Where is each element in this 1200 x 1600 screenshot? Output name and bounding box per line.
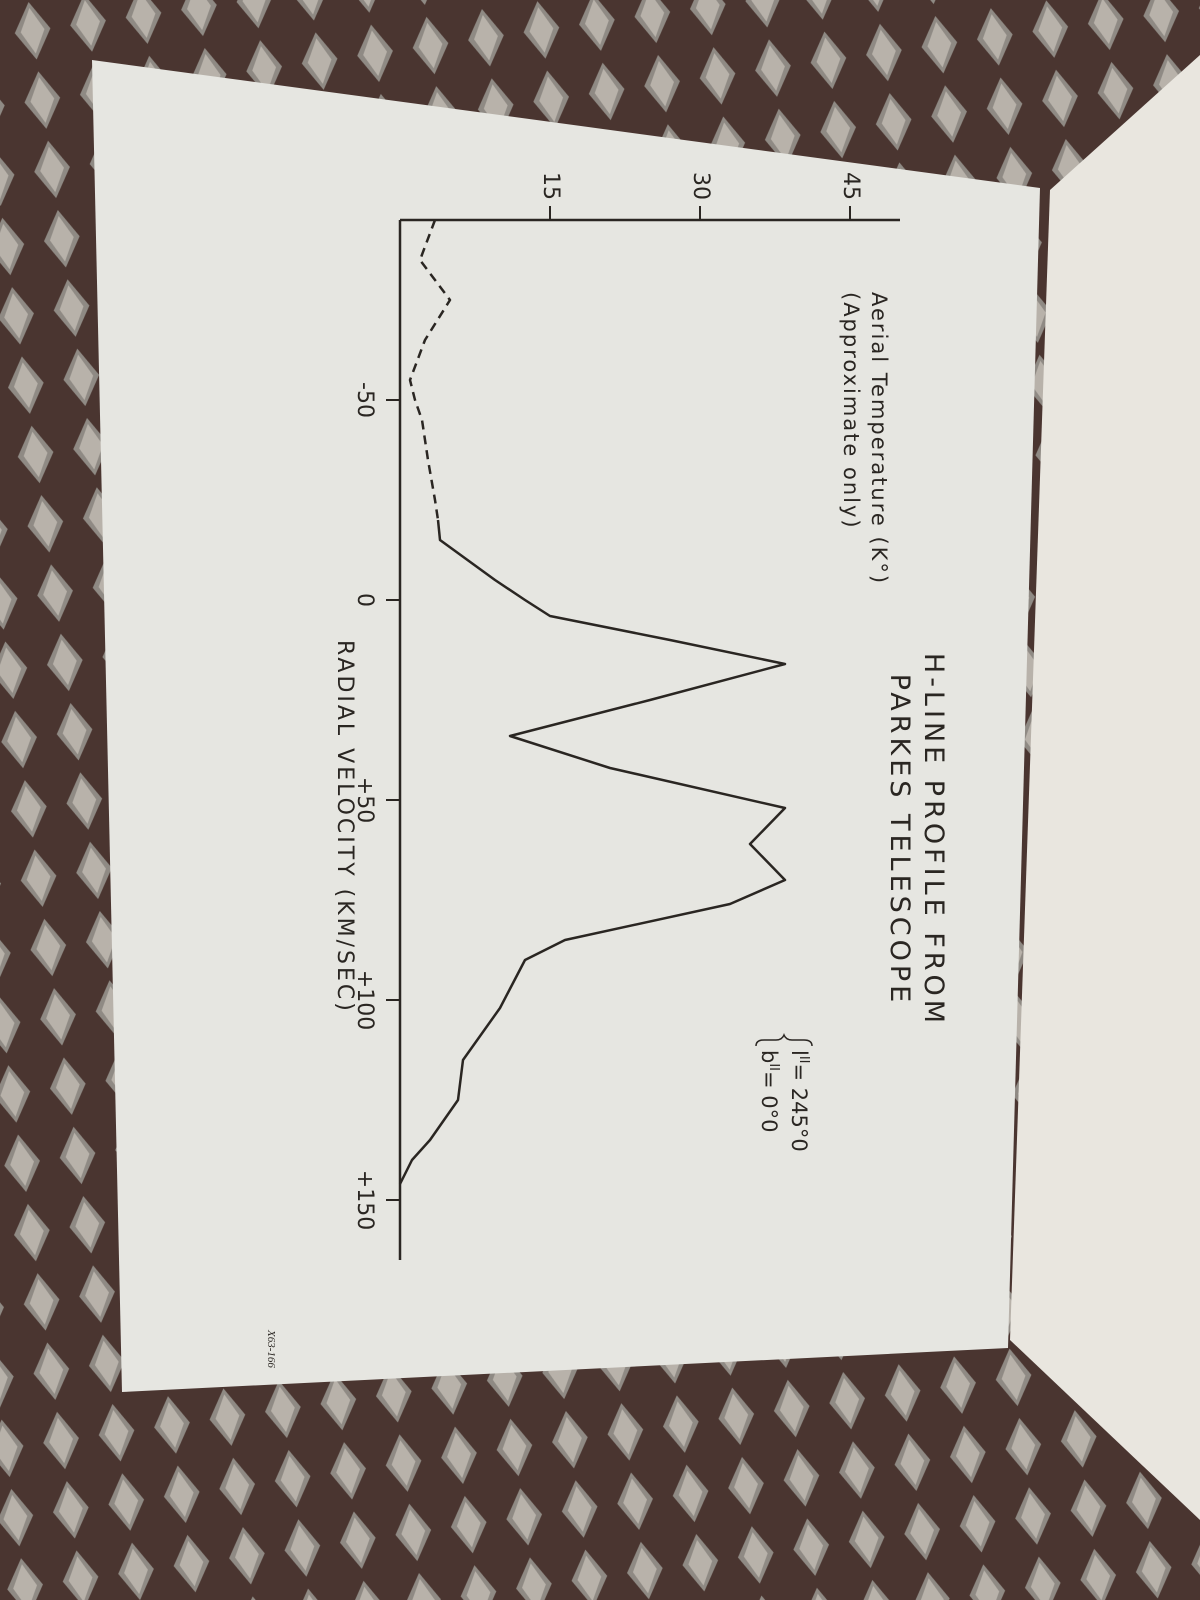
y-tick-label: 45	[838, 172, 863, 200]
x-axis-label: RADIAL VELOCITY (KM/SEC)	[332, 640, 357, 1014]
line-series	[398, 519, 787, 1185]
chart-title: PARKES TELESCOPE	[884, 674, 915, 1007]
annotation: lII= 245°0	[787, 1050, 811, 1152]
y-tick-label: 15	[538, 172, 563, 200]
x-tick-label: -50	[352, 382, 377, 418]
paper	[92, 60, 1040, 1392]
y-axis-label: (Approximate only)	[839, 292, 863, 530]
annotation: bII= 0°0	[757, 1050, 781, 1133]
y-axis-label: Aerial Temperature (K°)	[867, 292, 891, 585]
x-tick-label: +150	[352, 1170, 377, 1230]
x-tick-label: +100	[352, 970, 377, 1030]
facing-page	[1010, 55, 1200, 1520]
annotation-symbol: b	[757, 1050, 781, 1063]
x-tick-label: 0	[352, 593, 377, 607]
annotation-symbol: l	[787, 1050, 811, 1056]
y-tick-label: 30	[688, 172, 713, 200]
document-code: X63-166	[265, 1329, 277, 1368]
chart: 15 30 45 -50 0 +50 +100 +150 H-LINE PROFILE FROM…	[265, 172, 949, 1368]
annotation-text: = 0°0	[757, 1071, 781, 1133]
brace	[755, 1032, 813, 1047]
annotation-text: = 245°0	[787, 1064, 811, 1152]
x-tick-label: +50	[352, 777, 377, 823]
annotation-sup: II	[796, 1056, 811, 1064]
chart-title: H-LINE PROFILE FROM	[918, 653, 949, 1027]
line-series	[408, 219, 452, 521]
annotation-sup: II	[766, 1063, 781, 1071]
